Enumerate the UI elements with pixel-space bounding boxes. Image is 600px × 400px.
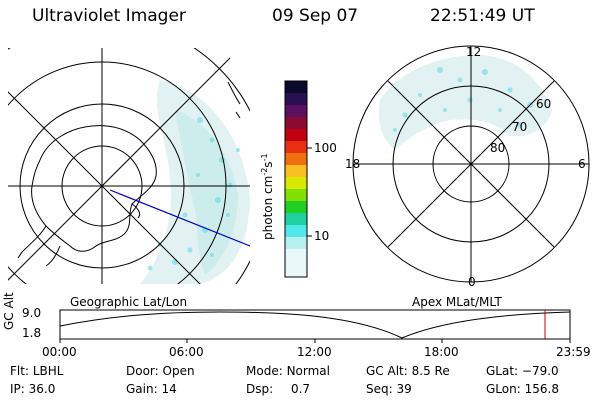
geographic-map <box>8 48 250 284</box>
info-gc-alt: GC Alt: 8.5 Re <box>366 364 450 378</box>
info-glon: GLon: 156.8 <box>486 382 559 396</box>
altitude-xtick-0000: 00:00 <box>42 345 77 359</box>
door-value: Open <box>162 364 195 378</box>
info-seq: Seq: 39 <box>366 382 412 396</box>
info-filter: Flt: LBHL <box>10 364 63 378</box>
gain-value: 14 <box>161 382 177 396</box>
filter-value: LBHL <box>32 364 64 378</box>
gc-alt-label: GC Alt: <box>366 364 408 378</box>
mlat-label-70: 70 <box>512 120 528 134</box>
info-glat: GLat: −79.0 <box>486 364 559 378</box>
terminator-line <box>109 189 250 247</box>
altitude-plot <box>59 309 571 343</box>
glat-label: GLat: <box>486 364 519 378</box>
filter-label: Flt: <box>10 364 29 378</box>
mlt-label-12: 12 <box>466 45 482 59</box>
mode-label: Mode: <box>246 364 283 378</box>
colorbar <box>284 80 312 278</box>
glat-value: −79.0 <box>521 364 559 378</box>
colorbar-tick-100: 100 <box>314 141 337 155</box>
mlat-label-80: 80 <box>490 141 506 155</box>
glon-value: 156.8 <box>524 382 559 396</box>
instrument-title: Ultraviolet Imager <box>32 6 186 26</box>
info-door: Door: Open <box>126 364 195 378</box>
unit-text: photon cm <box>261 175 275 240</box>
apex-aurora-emission <box>378 55 552 150</box>
mlt-label-0: 0 <box>468 275 476 289</box>
glon-label: GLon: <box>486 382 521 396</box>
mlt-label-6: 6 <box>578 157 586 171</box>
colorbar-tick-10: 10 <box>314 229 330 243</box>
altitude-ytick-9: 9.0 <box>22 306 42 320</box>
unit-s: s <box>261 161 275 168</box>
door-label: Door: <box>126 364 159 378</box>
image-date: 09 Sep 07 <box>272 6 359 26</box>
altitude-xtick-2359: 23:59 <box>556 345 591 359</box>
apex-map-label: Apex MLat/MLT <box>412 295 502 309</box>
image-time: 22:51:49 UT <box>430 6 535 26</box>
geo-map-label: Geographic Lat/Lon <box>70 295 188 309</box>
dsp-label: Dsp: <box>246 382 274 396</box>
gc-alt-value: 8.5 Re <box>411 364 450 378</box>
altitude-ylabel: GC Alt <box>2 292 16 330</box>
geo-aurora-emission <box>140 80 250 284</box>
info-ip: IP: 36.0 <box>10 382 55 396</box>
mlat-label-60: 60 <box>536 97 552 111</box>
unit-exponent-2: -1 <box>260 153 269 162</box>
altitude-xtick-0600: 06:00 <box>169 345 204 359</box>
seq-value: 39 <box>396 382 412 396</box>
info-gain: Gain: 14 <box>126 382 177 396</box>
info-dsp: Dsp: 0.7 <box>246 382 310 396</box>
gain-label: Gain: <box>126 382 158 396</box>
seq-label: Seq: <box>366 382 393 396</box>
colorbar-unit-label: photon cm-2s-1 <box>260 153 275 240</box>
unit-exponent-1: -2 <box>260 167 269 176</box>
info-mode: Mode: Normal <box>246 364 330 378</box>
dsp-value: 0.7 <box>290 382 311 396</box>
antarctica-coastline <box>31 125 157 252</box>
mode-value: Normal <box>286 364 330 378</box>
altitude-xtick-1800: 18:00 <box>424 345 459 359</box>
altitude-ytick-1-8: 1.8 <box>22 326 42 340</box>
apex-map <box>352 45 590 283</box>
mlt-label-18: 18 <box>345 157 361 171</box>
ip-label: IP: <box>10 382 25 396</box>
altitude-xtick-1200: 12:00 <box>297 345 332 359</box>
ip-value: 36.0 <box>28 382 56 396</box>
